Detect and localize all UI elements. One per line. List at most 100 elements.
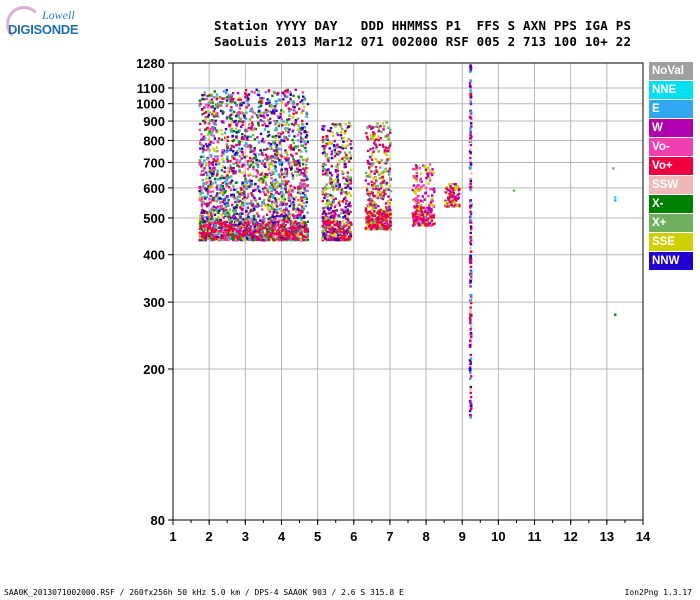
echo-point <box>302 171 305 175</box>
echo-point <box>219 201 222 204</box>
echo-point <box>223 176 227 180</box>
echo-point <box>281 219 285 222</box>
echo-point <box>201 150 205 154</box>
echo-point <box>254 188 257 192</box>
echo-point <box>266 191 270 194</box>
echo-point <box>211 105 215 108</box>
echo-point <box>346 144 349 147</box>
echo-point <box>241 192 244 195</box>
echo-point <box>330 152 333 156</box>
echo-point <box>280 229 284 232</box>
echo-point <box>220 129 223 132</box>
echo-point <box>384 181 387 185</box>
echo-point <box>469 109 472 113</box>
echo-point <box>368 175 372 179</box>
echo-point <box>247 123 251 126</box>
echo-point <box>255 230 259 233</box>
echo-point <box>286 127 289 130</box>
echo-point <box>292 214 295 218</box>
legend-item-noval: NoVal <box>649 62 693 80</box>
echo-point <box>225 116 229 119</box>
echo-point <box>216 192 219 195</box>
echo-point <box>321 163 325 167</box>
echo-point <box>325 155 328 158</box>
echo-point <box>206 202 209 205</box>
echo-point <box>279 182 283 186</box>
echo-point <box>384 217 387 220</box>
echo-point <box>217 215 220 219</box>
echo-point <box>228 238 232 241</box>
echo-point <box>428 223 431 227</box>
echo-point <box>296 208 300 211</box>
echo-point <box>366 203 369 207</box>
echo-point <box>327 142 331 145</box>
echo-point <box>245 187 249 191</box>
echo-point <box>304 135 308 139</box>
echo-point <box>332 220 335 223</box>
echo-point <box>370 215 373 218</box>
echo-point <box>329 228 332 231</box>
echo-point <box>321 238 325 242</box>
echo-point <box>238 154 241 158</box>
echo-point <box>469 231 472 235</box>
echo-point <box>368 197 372 201</box>
echo-point <box>445 187 448 190</box>
echo-point <box>303 174 307 177</box>
echo-point <box>226 139 229 143</box>
echo-point <box>374 185 378 188</box>
echo-point <box>388 131 392 134</box>
echo-point <box>388 184 392 188</box>
echo-point <box>287 199 291 202</box>
echo-point <box>225 228 228 232</box>
echo-point <box>274 126 278 130</box>
echo-point <box>454 184 457 188</box>
echo-point <box>334 178 338 181</box>
echo-point <box>293 170 297 173</box>
echo-point <box>416 195 420 198</box>
echo-point <box>329 222 333 226</box>
echo-point <box>416 199 420 202</box>
echo-point <box>282 120 285 123</box>
echo-point <box>383 225 386 228</box>
echo-point <box>299 132 303 135</box>
legend-item-nne: NNE <box>649 81 693 99</box>
echo-point <box>429 207 432 211</box>
echo-point <box>215 218 219 222</box>
echo-point <box>249 109 252 112</box>
echo-point <box>247 192 250 196</box>
echo-point <box>264 148 267 151</box>
echo-point <box>469 309 472 312</box>
echo-point <box>205 148 208 152</box>
echo-point <box>328 186 331 190</box>
echo-point <box>247 215 250 219</box>
echo-point <box>271 221 275 225</box>
echo-point <box>382 145 385 149</box>
echo-point <box>369 148 372 151</box>
echo-point <box>220 120 224 123</box>
echo-point <box>286 91 289 94</box>
echo-point <box>251 202 254 206</box>
echo-point <box>322 222 326 226</box>
echo-point <box>247 97 250 101</box>
echo-point <box>232 214 235 218</box>
echo-point <box>289 99 292 102</box>
echo-point <box>226 96 229 99</box>
echo-point <box>336 173 339 176</box>
echo-point <box>280 235 284 238</box>
echo-point <box>279 148 282 151</box>
echo-point <box>382 215 385 219</box>
echo-point <box>296 170 300 174</box>
echo-point <box>329 220 333 224</box>
echo-point <box>263 128 267 131</box>
echo-point <box>299 238 303 242</box>
echo-point <box>302 95 305 98</box>
echo-point <box>468 344 472 347</box>
echo-point <box>430 217 434 221</box>
echo-point <box>337 231 340 235</box>
echo-point <box>469 212 473 215</box>
echo-point <box>328 235 331 238</box>
echo-point <box>387 226 391 229</box>
echo-point <box>419 199 423 203</box>
echo-point <box>448 183 451 186</box>
echo-point <box>469 278 473 281</box>
